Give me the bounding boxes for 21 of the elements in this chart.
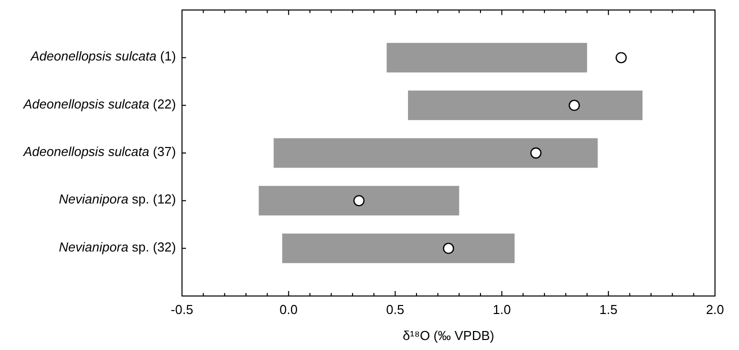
x-tick-label: 0.5 — [386, 302, 404, 317]
x-tick-label: 2.0 — [706, 302, 724, 317]
y-tick-label: Adeonellopsis sulcata (37) — [22, 144, 176, 160]
y-tick-label: Nevianipora sp. (12) — [58, 192, 176, 208]
bar — [258, 186, 460, 216]
x-tick-label: 0.0 — [280, 302, 298, 317]
point — [568, 100, 580, 111]
x-tick-label: 1.5 — [599, 302, 618, 317]
bar — [408, 90, 643, 120]
y-tick-label: Adeonellopsis sulcata (22) — [22, 96, 176, 112]
bar — [282, 234, 515, 264]
bar — [386, 42, 588, 72]
point — [442, 242, 454, 254]
point — [353, 195, 365, 206]
y-tick-label: Adeonellopsis sulcata (1) — [30, 49, 176, 64]
x-tick-label: -0.5 — [170, 302, 194, 317]
bar — [274, 138, 598, 168]
x-axis-title: δ¹⁸O (‰ VPDB) — [402, 328, 494, 343]
x-tick-label: 1.0 — [492, 302, 511, 317]
y-tick-label: Nevianipora sp. (32) — [58, 240, 176, 255]
point — [530, 147, 542, 159]
